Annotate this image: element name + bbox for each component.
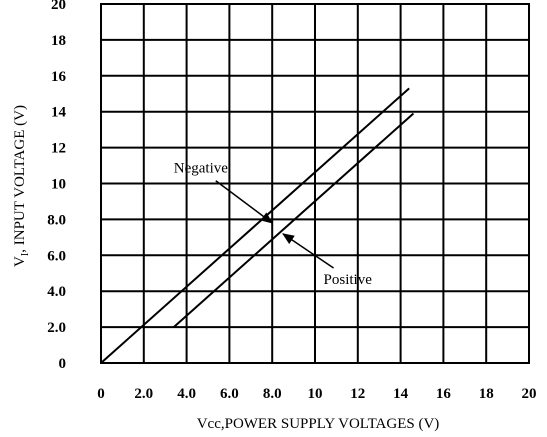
x-tick-label: 8.0 xyxy=(263,386,282,402)
y-tick-label: 14 xyxy=(51,105,67,121)
series-line-positive xyxy=(173,112,415,328)
y-tick-label: 4.0 xyxy=(47,284,66,300)
x-tick-label: 6.0 xyxy=(220,386,239,402)
y-tick-label: 0 xyxy=(59,356,67,372)
annotation-arrow-negative xyxy=(215,180,274,224)
y-axis-label-symbol: V xyxy=(12,256,28,267)
series-line-negative xyxy=(100,87,410,364)
y-axis-label-subscript: I xyxy=(20,253,31,256)
x-tick-label: 12 xyxy=(350,386,365,402)
y-axis-label-rest: , INPUT VOLTAGE (V) xyxy=(12,105,28,253)
series-layer xyxy=(100,87,415,364)
x-tick-label: 14 xyxy=(393,386,409,402)
plot-frame xyxy=(100,3,530,364)
y-tick-label: 18 xyxy=(51,33,66,49)
x-tick-label: 4.0 xyxy=(177,386,196,402)
tick-labels: 0 2.0 4.0 6.0 8.0 10 12 14 16 18 20 0 2.0 4.0 6.0 8.0 10… xyxy=(47,0,536,402)
annotation-label-negative: Negative xyxy=(174,161,228,177)
y-axis-label: VI, INPUT VOLTAGE (V) xyxy=(12,105,31,267)
x-tick-label: 2.0 xyxy=(134,386,153,402)
y-tick-label: 2.0 xyxy=(47,320,66,336)
annotation-label-positive: Positive xyxy=(324,272,373,288)
y-tick-label: 6.0 xyxy=(47,248,66,264)
y-tick-label: 12 xyxy=(51,141,66,157)
y-tick-label: 8.0 xyxy=(47,212,66,228)
y-tick-label: 20 xyxy=(51,0,66,13)
grid xyxy=(100,3,530,364)
x-tick-label: 16 xyxy=(436,386,452,402)
y-tick-label: 10 xyxy=(51,177,66,193)
x-tick-label: 0 xyxy=(97,386,105,402)
annotation-arrow-positive xyxy=(282,233,334,269)
y-tick-label: 16 xyxy=(51,69,67,85)
x-axis-label: Vcc,POWER SUPPLY VOLTAGES (V) xyxy=(197,416,440,432)
x-tick-label: 10 xyxy=(308,386,323,402)
annotation-layer: Negative Positive xyxy=(174,161,372,288)
x-tick-label: 20 xyxy=(522,386,537,402)
x-tick-label: 18 xyxy=(479,386,494,402)
